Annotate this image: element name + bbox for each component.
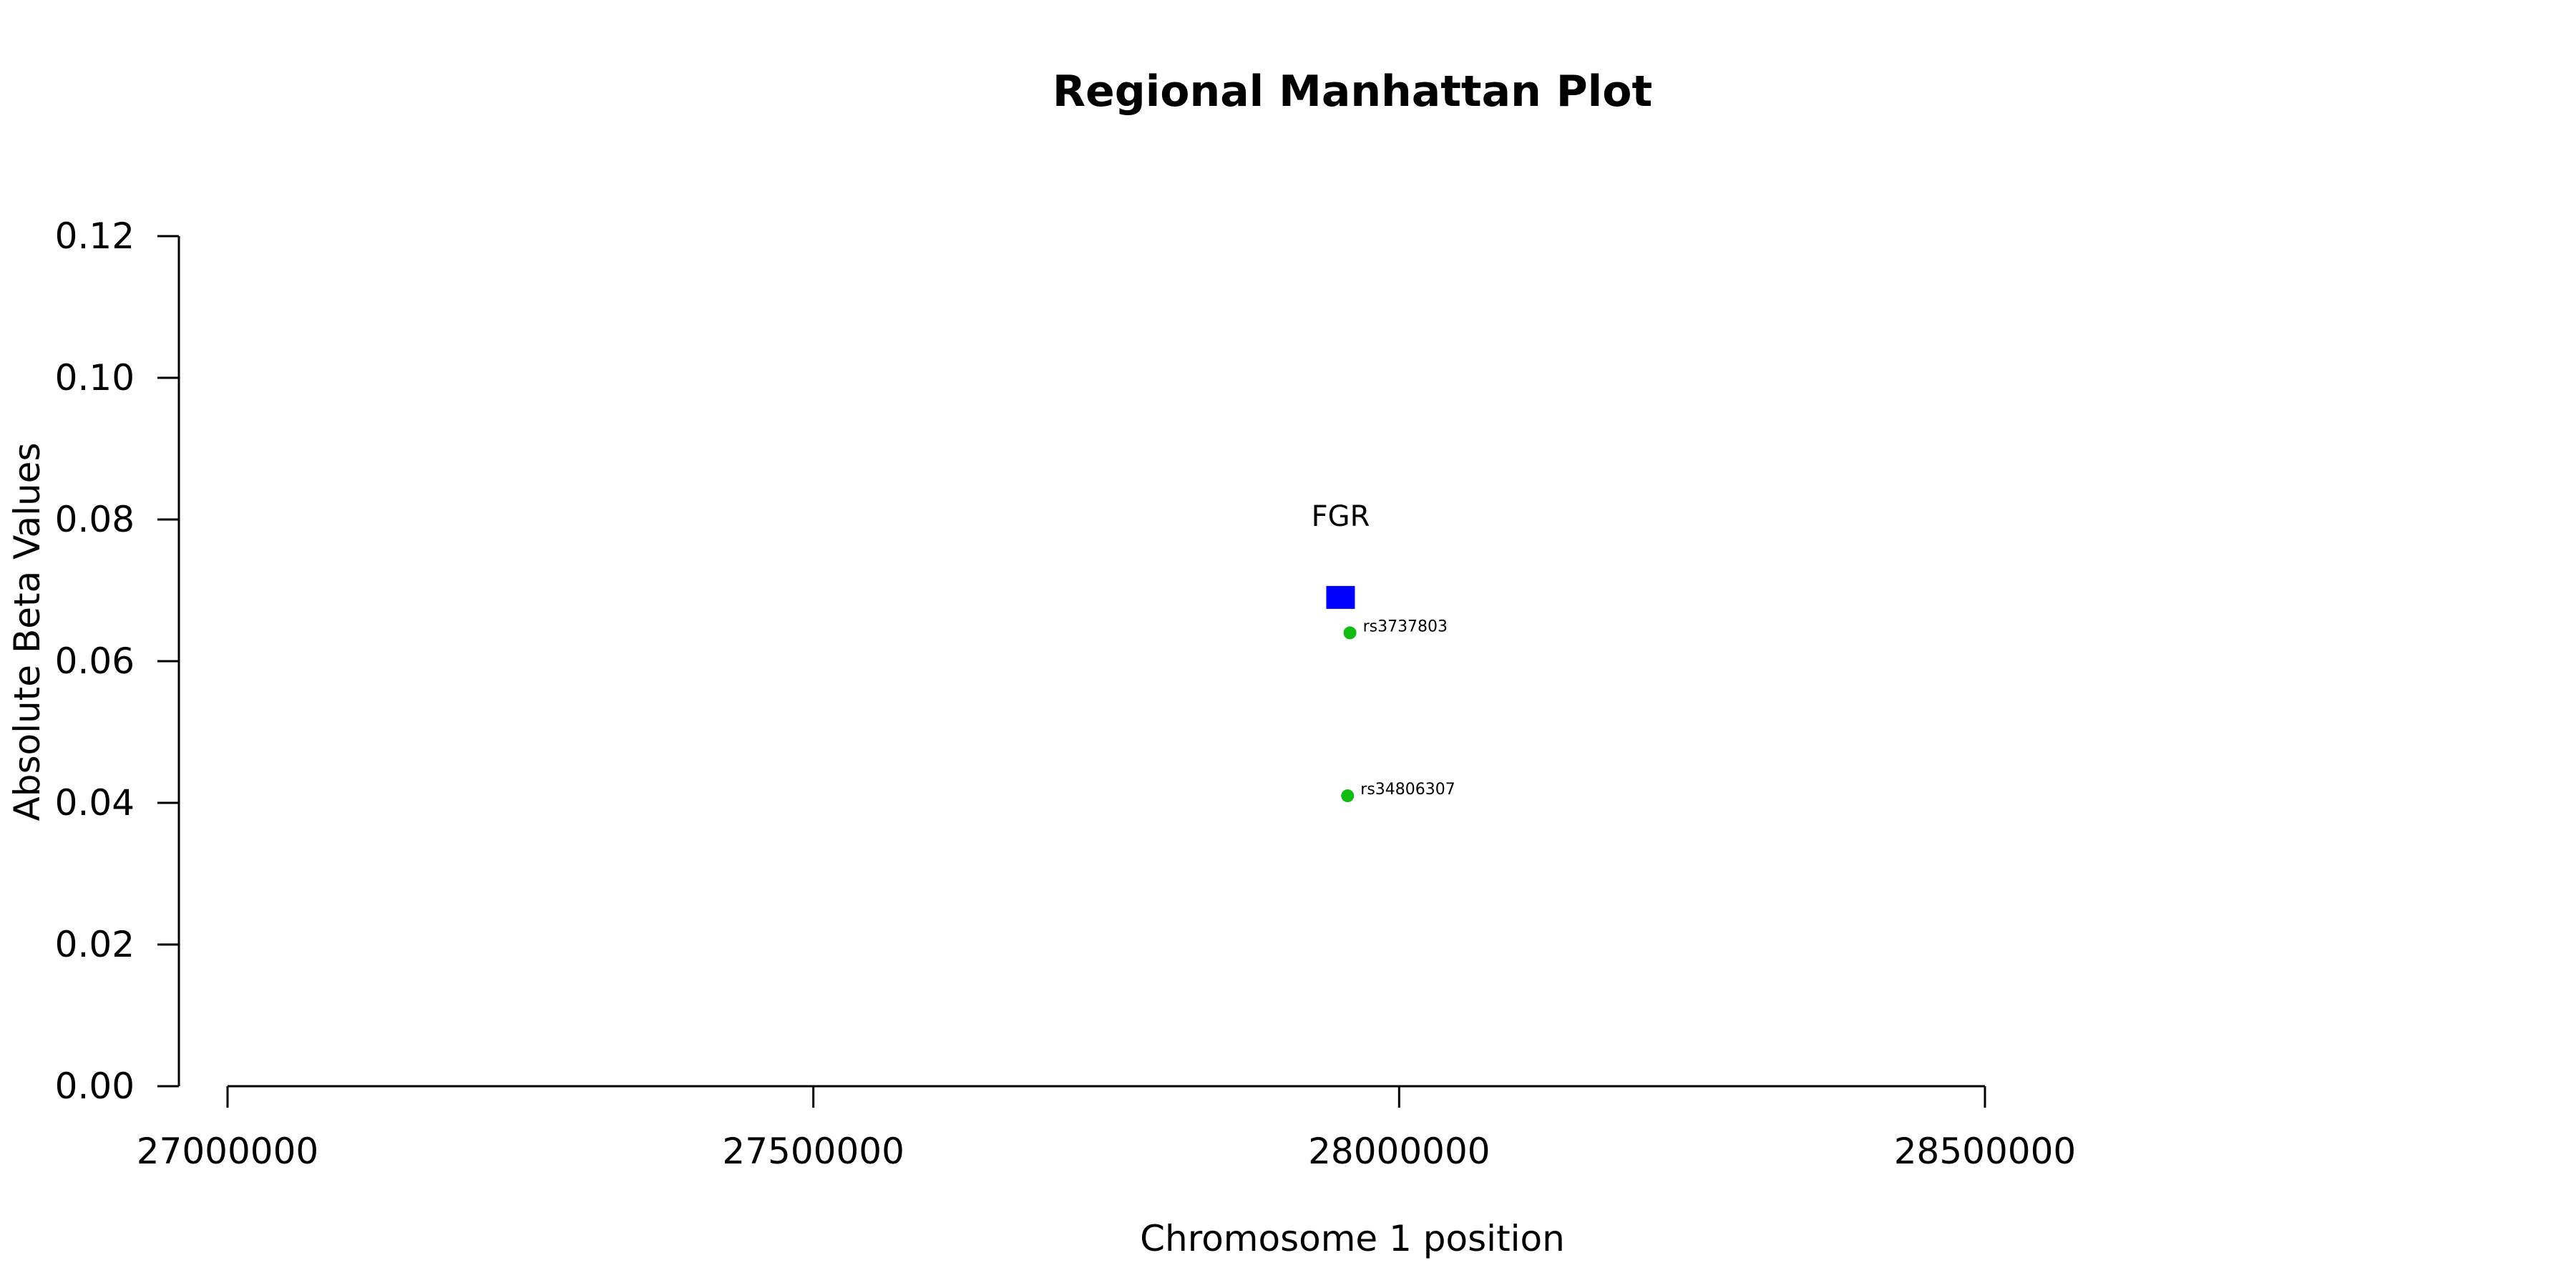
y-tick-label: 0.02 [55,924,135,965]
gene-marker [1326,585,1355,609]
snp-point [1341,789,1355,803]
x-tick-label: 28500000 [1894,1131,2077,1172]
x-axis: 27000000 27500000 28000000 28500000 [137,1085,2077,1172]
y-axis-label: Absolute Beta Values [6,443,48,821]
x-axis-label: Chromosome 1 position [1140,1218,1565,1259]
y-tick-label: 0.12 [55,215,135,257]
y-tick-label: 0.00 [55,1065,135,1107]
y-tick-label: 0.04 [55,782,135,824]
x-tick-label: 27000000 [137,1131,319,1172]
chart-title: Regional Manhattan Plot [1053,67,1652,117]
x-tick-label: 27500000 [722,1131,904,1172]
snp-point [1343,626,1357,640]
x-tick-label: 28000000 [1308,1131,1491,1172]
y-tick-label: 0.06 [55,640,135,682]
snp-label: rs34806307 [1360,781,1455,799]
y-tick-label: 0.08 [55,499,135,540]
y-axis: 0.00 0.02 0.04 0.06 0.08 0.10 0.12 [55,215,180,1107]
snp-label: rs3737803 [1363,618,1448,635]
data-points: FGR rs3737803 rs34806307 [1312,500,1455,803]
gene-label: FGR [1312,500,1370,533]
y-tick-label: 0.10 [55,357,135,399]
